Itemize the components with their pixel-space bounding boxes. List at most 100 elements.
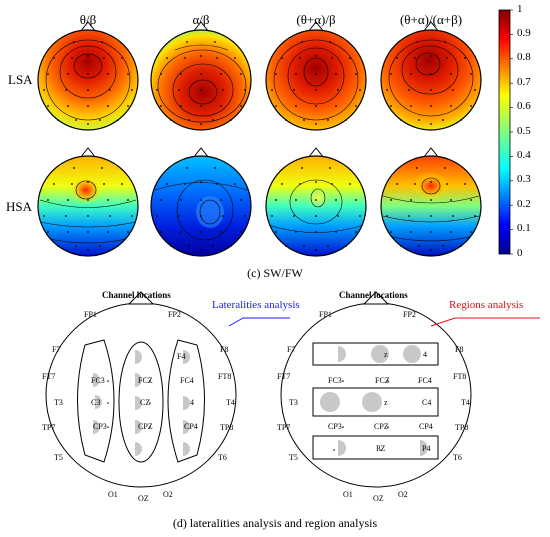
- channel-label: C3: [91, 398, 101, 407]
- cbar-tick: 0.4: [517, 149, 531, 161]
- electrode-dot: [87, 55, 89, 57]
- electrode-dot: [212, 245, 214, 247]
- electrode-dot: [410, 199, 412, 201]
- electrode-dot: [396, 183, 398, 185]
- electrode-dot: [103, 57, 105, 59]
- channel-label: FCZ: [375, 376, 390, 385]
- electrode-dot: [464, 57, 466, 59]
- channel-label: O2: [398, 490, 408, 499]
- electrode-dot: [220, 73, 222, 75]
- electrode-dot: [285, 245, 287, 247]
- channel-label: O2: [163, 490, 173, 499]
- electrode-dot: [315, 89, 317, 91]
- electrode-dot: [275, 105, 277, 107]
- electrode-dot: [178, 89, 180, 91]
- channel-label: O1: [108, 490, 118, 499]
- electrode-dot: [67, 73, 69, 75]
- cbar-tick: 0.6: [517, 100, 531, 112]
- electrode-dot: [335, 199, 337, 201]
- electrode-dot: [452, 215, 454, 217]
- electrode-dot: [67, 105, 69, 107]
- electrode-dot: [117, 245, 119, 247]
- electrode-dot: [460, 119, 462, 121]
- electrode-dot: [450, 73, 452, 75]
- electrode-dot: [315, 215, 317, 217]
- channel-label: TP7: [277, 423, 291, 432]
- electrode-dot: [188, 245, 190, 247]
- channel-label: OZ: [138, 494, 149, 503]
- electrode-dot: [166, 57, 168, 59]
- topomap-lsa-theta-beta: [37, 21, 139, 131]
- electrode-dot: [418, 119, 420, 121]
- electrode-dot: [234, 57, 236, 59]
- electrode-dot: [315, 249, 317, 251]
- electrode-dot: [315, 181, 317, 183]
- electrode-dot: [474, 215, 476, 217]
- electrode-dot: [271, 215, 273, 217]
- electrode-dot: [430, 215, 432, 217]
- electrode-dot: [71, 57, 73, 59]
- electrode-dot: [200, 181, 202, 183]
- channel-label: z: [384, 350, 388, 359]
- electrode-dot: [303, 245, 305, 247]
- channel-label: PZ: [376, 444, 386, 453]
- electrode-dot: [127, 231, 129, 233]
- electrode-dot: [121, 57, 123, 59]
- channel-label: T3: [289, 398, 298, 407]
- electrode-dot: [107, 231, 109, 233]
- electrode-dot: [131, 215, 133, 217]
- cbar-tick: 0.8: [517, 51, 531, 63]
- electrode-dot: [103, 183, 105, 185]
- electrode-dot: [293, 89, 295, 91]
- electrode-dot: [400, 245, 402, 247]
- electrode-dot: [212, 119, 214, 121]
- electrode-dot: [200, 73, 202, 75]
- electrode-dot: [386, 215, 388, 217]
- channel-label: P4: [422, 444, 431, 453]
- electrode-dot: [295, 231, 297, 233]
- electrode-dot: [329, 167, 331, 169]
- electrode-dot: [295, 105, 297, 107]
- channel-label: FCZ: [138, 376, 153, 385]
- caption-c: (c) SW/FW: [247, 266, 303, 280]
- electrode-dot: [200, 215, 202, 217]
- channel-label: F7: [52, 345, 61, 354]
- electrode-dot: [149, 402, 151, 404]
- channel-label: T5: [289, 453, 298, 462]
- electrode-dot: [99, 119, 101, 121]
- electrode-dot: [220, 231, 222, 233]
- electrode-dot: [331, 183, 333, 185]
- electrode-dot: [57, 119, 59, 121]
- electrode-dot: [149, 426, 151, 428]
- electrode-dot: [303, 119, 305, 121]
- channel-label: FP2: [168, 310, 181, 319]
- electrode-dot: [57, 245, 59, 247]
- electrode-dot: [149, 380, 151, 382]
- electrode-dot: [464, 183, 466, 185]
- electrode-dot: [410, 231, 412, 233]
- electrode-dot: [240, 199, 242, 201]
- electrode-dot: [109, 215, 111, 217]
- col-title-alpha-beta: α/β: [192, 12, 210, 27]
- channel-label: FC3: [328, 376, 342, 385]
- electrode-dot: [216, 183, 218, 185]
- lateralities-callout-line: [228, 317, 290, 327]
- row-label-hsa: HSA: [6, 199, 33, 214]
- topomap-hsa-alpha-beta: [150, 147, 252, 257]
- channel-label: C4: [422, 398, 432, 407]
- electrode-dot: [160, 231, 162, 233]
- electrode-dot: [160, 73, 162, 75]
- electrode-dot: [230, 245, 232, 247]
- cbar-tick: 0.2: [517, 198, 531, 210]
- electrode-dot: [414, 183, 416, 185]
- electrode-dot: [244, 89, 246, 91]
- electrode-dot: [47, 73, 49, 75]
- electrode-dot: [355, 73, 357, 75]
- colorbar-ticks: [510, 9, 513, 255]
- electrode-dot: [180, 231, 182, 233]
- electrode-dot: [301, 167, 303, 169]
- electrode-dot: [349, 183, 351, 185]
- electrode-dot: [200, 123, 202, 125]
- electrode-dot: [430, 55, 432, 57]
